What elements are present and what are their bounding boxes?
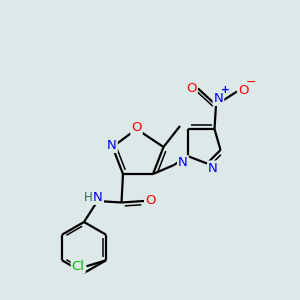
Text: H: H xyxy=(84,191,93,204)
Text: N: N xyxy=(178,156,188,169)
Text: O: O xyxy=(145,194,156,208)
Text: N: N xyxy=(208,161,218,175)
Text: N: N xyxy=(107,139,117,152)
Text: N: N xyxy=(214,92,223,105)
Text: O: O xyxy=(238,83,249,97)
Text: −: − xyxy=(246,76,257,89)
Text: O: O xyxy=(131,121,142,134)
Text: O: O xyxy=(186,82,197,95)
Text: Cl: Cl xyxy=(72,260,85,273)
Text: +: + xyxy=(220,85,230,95)
Text: N: N xyxy=(93,191,103,204)
